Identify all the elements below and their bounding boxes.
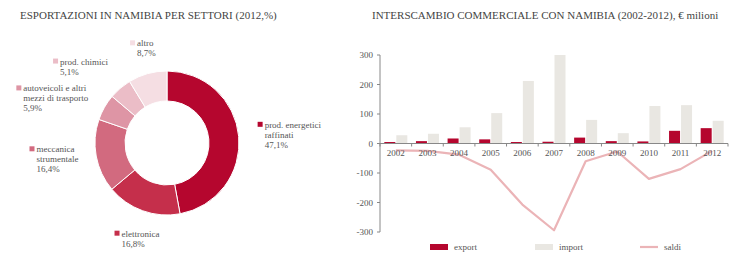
label-line: autoveicoli e altri	[23, 83, 86, 93]
title: ESPORTAZIONI IN NAMIBIA PER SETTORI (201…	[20, 9, 277, 22]
y-tick-label: -100	[357, 168, 374, 178]
label-line: meccanica	[36, 144, 74, 154]
value-label: 16,4%	[36, 164, 60, 174]
slice-label: autoveicoli e altrimezzi di trasporto5,9…	[16, 83, 88, 113]
legend-swatch	[535, 244, 553, 250]
bar	[448, 138, 459, 143]
bar	[618, 133, 629, 143]
x-tick	[538, 144, 539, 147]
x-tick	[506, 144, 507, 147]
slice-label: prod. energeticiraffinati47,1%	[258, 120, 322, 150]
root: ESPORTAZIONI IN NAMIBIA PER SETTORI (201…	[0, 0, 740, 270]
x-tick-label: 2011	[672, 148, 690, 158]
legend-swatch	[430, 244, 448, 250]
legend: export import saldi	[430, 242, 681, 252]
bar	[460, 127, 471, 143]
legend-label: saldi	[664, 242, 681, 252]
x-tick-label: 2004	[450, 148, 469, 158]
slice-label: meccanicastrumentale16,4%	[29, 144, 78, 174]
x-tick	[633, 144, 634, 147]
category-label: prod. chimici	[60, 57, 108, 67]
bar	[491, 113, 502, 143]
bar	[713, 121, 724, 144]
label-line: altro	[137, 38, 154, 48]
slice-label: altro8,7%	[130, 38, 156, 58]
x-tick	[728, 144, 729, 147]
x-tick-label: 2009	[608, 148, 627, 158]
bar	[479, 139, 490, 143]
value-label: 47,1%	[265, 140, 289, 150]
legend-label: import	[559, 242, 583, 252]
bar	[574, 138, 585, 144]
x-tick	[474, 144, 475, 147]
label-marker	[258, 122, 263, 127]
category-label: prod. energeticiraffinati	[265, 120, 322, 140]
slice	[167, 71, 239, 214]
value-label: 8,7%	[137, 48, 156, 58]
bar	[396, 135, 407, 143]
x-tick-label: 2010	[640, 148, 659, 158]
x-tick-label: 2012	[703, 148, 721, 158]
slice-label: prod. chimici5,1%	[53, 57, 108, 77]
line	[396, 150, 712, 230]
category-label: meccanicastrumentale	[36, 144, 78, 164]
plot-marks	[384, 55, 723, 230]
y-tick-label: -200	[357, 198, 374, 208]
x-tick	[696, 144, 697, 147]
x-tick	[443, 144, 444, 147]
x-tick-label: 2008	[577, 148, 596, 158]
y-axis	[380, 55, 381, 232]
label-line: elettronica	[122, 229, 160, 239]
label-line: mezzi di trasporto	[23, 93, 88, 103]
bar	[586, 120, 597, 144]
label-marker	[29, 146, 34, 151]
bar	[649, 106, 660, 143]
title: INTERSCAMBIO COMMERCIALE CON NAMIBIA (20…	[372, 9, 718, 22]
bar-chart: INTERSCAMBIO COMMERCIALE CON NAMIBIA (20…	[357, 9, 729, 252]
bar	[701, 128, 712, 143]
legend-swatch	[640, 246, 658, 248]
x-axis	[380, 143, 728, 144]
bar	[681, 105, 692, 143]
label-line: prod. energetici	[265, 120, 322, 130]
y-tick-label: -300	[357, 227, 374, 237]
label-marker	[115, 231, 120, 236]
bar	[555, 55, 566, 144]
y-tick-label: 0	[369, 139, 374, 149]
category-label: elettronica	[122, 229, 160, 239]
canvas: ESPORTAZIONI IN NAMIBIA PER SETTORI (201…	[0, 0, 740, 270]
bar	[428, 134, 439, 144]
x-tick	[411, 144, 412, 147]
slice	[130, 71, 167, 107]
label-marker	[53, 59, 58, 64]
category-label: altro	[137, 38, 154, 48]
x-tick-label: 2003	[418, 148, 437, 158]
value-label: 16,8%	[122, 239, 146, 249]
label-marker	[130, 40, 135, 45]
value-label: 5,1%	[60, 67, 79, 77]
bar	[523, 81, 534, 144]
x-tick-label: 2007	[545, 148, 564, 158]
label-line: prod. chimici	[60, 57, 108, 67]
label-line: raffinati	[265, 130, 294, 140]
pie-chart: ESPORTAZIONI IN NAMIBIA PER SETTORI (201…	[16, 9, 321, 249]
x-tick	[601, 144, 602, 147]
slice	[95, 119, 135, 189]
legend-label: export	[454, 242, 477, 252]
bar	[669, 131, 680, 144]
label-line: strumentale	[36, 154, 78, 164]
value-label: 5,9%	[23, 103, 42, 113]
x-tick	[569, 144, 570, 147]
category-label: autoveicoli e altrimezzi di trasporto	[23, 83, 88, 103]
label-marker	[16, 85, 21, 90]
x-tick-label: 2005	[482, 148, 501, 158]
x-tick-label: 2002	[387, 148, 405, 158]
x-tick	[380, 144, 381, 147]
y-tick-label: 100	[360, 109, 374, 119]
y-tick-label: 300	[360, 50, 374, 60]
x-tick	[664, 144, 665, 147]
slice-label: elettronica16,8%	[115, 229, 160, 249]
y-tick-label: 200	[360, 80, 374, 90]
x-tick-label: 2006	[513, 148, 532, 158]
